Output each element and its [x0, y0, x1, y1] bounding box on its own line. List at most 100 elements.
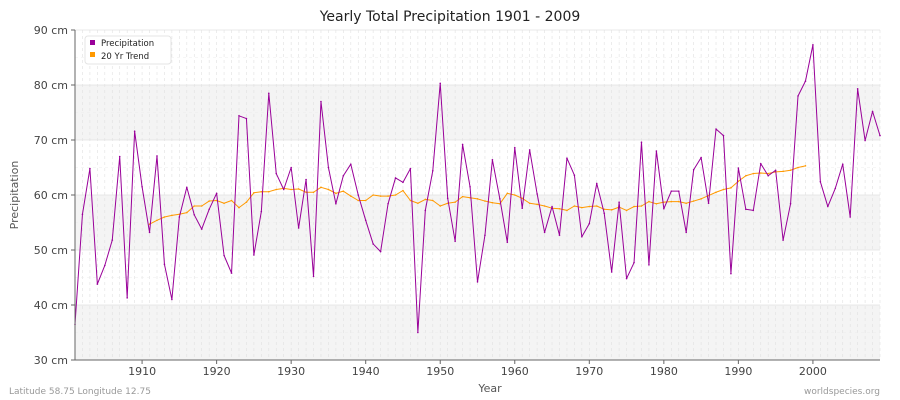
trend-point [588, 205, 591, 208]
precipitation-point [789, 203, 792, 205]
precipitation-point [812, 44, 814, 46]
precipitation-point [394, 177, 397, 179]
trend-point [394, 194, 397, 196]
trend-point [506, 192, 509, 195]
precipitation-point [186, 186, 188, 189]
precipitation-point [245, 117, 248, 120]
precipitation-point [275, 172, 278, 175]
precipitation-point [499, 198, 501, 200]
precipitation-point [260, 210, 263, 213]
precipitation-point [200, 228, 203, 230]
precipitation-point [446, 197, 449, 200]
precipitation-point [133, 130, 136, 132]
footer-location: Latitude 58.75 Longitude 12.75 [9, 387, 151, 397]
trend-point [648, 200, 650, 203]
precipitation-point [528, 149, 531, 151]
trend-point [312, 191, 315, 194]
precipitation-point [342, 174, 345, 177]
trend-point [745, 174, 747, 177]
precipitation-point [81, 213, 84, 216]
y-tick-label: 80 cm [34, 79, 68, 92]
footer-source: worldspecies.org [804, 387, 880, 397]
precipitation-point [461, 143, 464, 146]
precipitation-point [476, 281, 479, 283]
trend-point [595, 205, 598, 207]
x-tick-label: 1920 [203, 365, 231, 378]
trend-point [186, 211, 188, 214]
trend-point [722, 188, 725, 191]
trend-point [245, 201, 248, 203]
trend-point [454, 201, 456, 203]
trend-point [759, 172, 762, 174]
precipitation-point [715, 128, 717, 130]
trend-point [290, 188, 292, 191]
trend-point [230, 199, 233, 202]
precipitation-point [208, 208, 210, 211]
precipitation-point [752, 209, 755, 212]
trend-point [640, 205, 643, 207]
precipitation-point [618, 201, 620, 203]
trend-point [223, 202, 225, 205]
precipitation-point [305, 178, 307, 181]
precipitation-point [804, 80, 807, 82]
precipitation-point [417, 331, 419, 334]
y-tick-label: 30 cm [34, 354, 68, 367]
x-tick-label: 1950 [426, 365, 454, 378]
trend-point [633, 205, 635, 208]
precipitation-point [864, 139, 866, 142]
trend-point [700, 198, 702, 200]
x-tick-label: 2000 [799, 365, 827, 378]
precipitation-point [141, 185, 143, 188]
trend-point [297, 188, 300, 190]
precipitation-point [431, 170, 434, 172]
precipitation-point [566, 157, 568, 159]
precipitation-point [663, 207, 665, 210]
trend-point [275, 188, 278, 191]
trend-point [417, 202, 419, 205]
trend-point [387, 195, 389, 197]
trend-point [581, 206, 583, 209]
trend-point [797, 166, 799, 169]
y-tick-label: 90 cm [34, 24, 68, 37]
trend-point [677, 200, 680, 203]
precipitation-point [193, 214, 196, 216]
trend-point [439, 205, 442, 207]
precipitation-point [648, 264, 650, 266]
precipitation-point [104, 264, 106, 267]
trend-point [476, 198, 479, 200]
precipitation-point [148, 231, 151, 234]
trend-point [342, 190, 345, 192]
trend-point [372, 194, 374, 196]
y-tick-label: 50 cm [34, 244, 68, 257]
grid [74, 29, 881, 361]
precipitation-series [74, 44, 881, 334]
x-axis-label: Year [477, 382, 502, 395]
trend-point [163, 216, 166, 218]
legend-swatch-precipitation [90, 40, 95, 45]
precipitation-point [268, 92, 270, 95]
precipitation-point [357, 194, 360, 196]
trend-point [238, 206, 240, 209]
precipitation-point [640, 141, 643, 143]
trend-point [349, 195, 352, 197]
precipitation-point [722, 134, 725, 137]
trend-point [625, 209, 628, 212]
trend-point [268, 190, 270, 193]
trend-point [193, 205, 196, 207]
trend-point [461, 195, 464, 198]
precipitation-point [163, 263, 166, 266]
y-tick-label: 70 cm [34, 134, 68, 147]
precipitation-point [178, 216, 181, 218]
trend-point [692, 200, 695, 202]
trend-point [491, 201, 494, 204]
precipitation-point [581, 236, 583, 238]
precipitation-point [96, 283, 99, 285]
trend-point [789, 169, 792, 172]
x-tick-label: 1980 [650, 365, 678, 378]
precipitation-point [677, 190, 680, 192]
precipitation-point [118, 155, 121, 158]
y-axis: 30 cm 40 cm 50 cm 60 cm 70 cm 80 cm 90 cm [34, 24, 76, 367]
trend-series [148, 165, 807, 225]
trend-point [566, 209, 568, 212]
precipitation-point [849, 216, 851, 218]
